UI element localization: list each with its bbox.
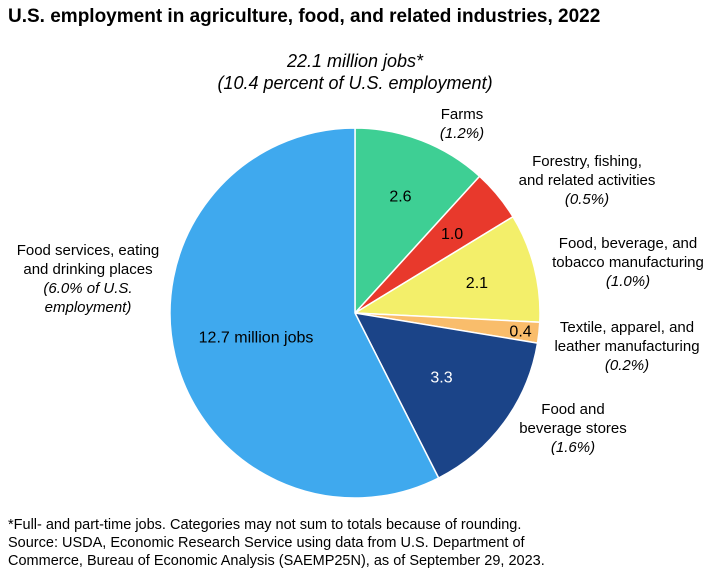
category-label-forestry-fishing: Forestry, fishing, and related activities… — [519, 153, 656, 208]
category-label-food-services-eating-drinking: Food services, eating and drinking places… — [17, 242, 160, 316]
slice-value-label: 0.4 — [509, 324, 531, 341]
footnote-line: *Full- and part-time jobs. Categories ma… — [8, 517, 522, 533]
subtitle-total-jobs: 22.1 million jobs* — [286, 51, 424, 71]
slice-value-label: 12.7 million jobs — [199, 330, 314, 347]
pie-slice-farms — [354, 127, 481, 315]
chart-footnote: *Full- and part-time jobs. Categories ma… — [8, 516, 545, 570]
category-label-food-beverage-stores: Food and beverage stores (1.6%) — [519, 401, 627, 456]
slice-value-label: 3.3 — [430, 369, 452, 386]
category-label-farms: Farms (1.2%) — [440, 106, 484, 142]
chart-title: U.S. employment in agriculture, food, an… — [8, 6, 601, 27]
pie-slice-food-beverage-tobacco-manufacturing — [352, 215, 541, 323]
pie-slice-food-beverage-stores — [353, 312, 539, 480]
pie-slice-food-services-eating-drinking — [169, 127, 440, 499]
subtitle-share: (10.4 percent of U.S. employment) — [217, 73, 493, 93]
category-label-textile-apparel-leather-manufacturing: Textile, apparel, and leather manufacturi… — [554, 319, 699, 374]
slice-value-label: 2.6 — [389, 189, 411, 206]
slice-value-label: 1.0 — [441, 226, 463, 243]
slice-value-label: 2.1 — [466, 275, 488, 292]
category-label-food-beverage-tobacco-manufacturing: Food, beverage, and tobacco manufacturing… — [552, 235, 704, 290]
footnote-line: Commerce, Bureau of Economic Analysis (S… — [8, 553, 545, 569]
footnote-line: Source: USDA, Economic Research Service … — [8, 535, 525, 551]
chart-subtitle: 22.1 million jobs* (10.4 percent of U.S.… — [0, 50, 710, 94]
